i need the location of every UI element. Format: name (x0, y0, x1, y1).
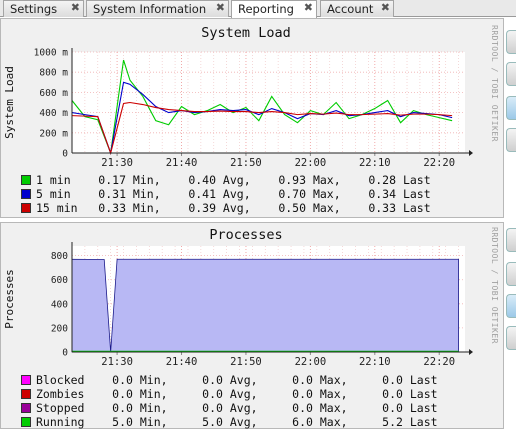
system-load-panel: System Load RRDTOOL / TOBI OETIKER 0 200 … (0, 18, 504, 218)
y-tick-label: 800 (51, 251, 68, 262)
side-button[interactable] (506, 228, 516, 252)
legend-text: Zombies 0.0 Min, 0.0 Avg, 0.0 Max, 0.0 L… (36, 387, 438, 401)
y-tick-label: 400 (51, 299, 68, 310)
side-button[interactable] (506, 262, 516, 286)
y-tick-label: 200 m (39, 128, 68, 139)
y-tick-label: 200 (51, 323, 68, 334)
chart-title: Processes (209, 227, 283, 243)
close-icon[interactable]: ✖ (215, 1, 225, 14)
tab-reporting[interactable]: Reporting ✖ (231, 0, 317, 18)
legend-swatch (21, 175, 31, 185)
y-axis-title: System Load (3, 66, 16, 139)
tab-account[interactable]: Account ✖ (320, 0, 394, 17)
x-tick-label: 22:00 (295, 157, 327, 169)
legend-text: 15 min 0.33 Min, 0.39 Avg, 0.50 Max, 0.3… (36, 201, 431, 215)
legend-swatch (21, 375, 31, 385)
close-icon[interactable]: ✖ (303, 1, 313, 14)
legend-swatch (21, 203, 31, 213)
y-tick-label: 800 m (39, 68, 68, 79)
axis-arrow (469, 150, 473, 156)
tab-system-information[interactable]: System Information ✖ (86, 0, 229, 17)
x-tick-label: 21:30 (101, 157, 133, 169)
legend-swatch (21, 417, 31, 427)
close-icon[interactable]: ✖ (380, 1, 390, 14)
tab-bar: Settings ✖ System Information ✖ Reportin… (0, 0, 516, 18)
tab-settings[interactable]: Settings ✖ (3, 0, 84, 17)
y-tick-label: 0 (62, 348, 68, 359)
system-load-chart: 0 200 m 400 m 600 m 800 m 1000 m 21:30 21:40 21:… (3, 48, 473, 169)
legend-text: Stopped 0.0 Min, 0.0 Avg, 0.0 Max, 0.0 L… (36, 401, 438, 415)
tab-label: System Information (93, 2, 207, 16)
y-tick-label: 1000 m (34, 48, 69, 59)
x-tick-label: 21:50 (230, 157, 262, 169)
y-tick-label: 0 (62, 149, 68, 160)
x-tick-label: 21:50 (230, 356, 262, 368)
legend-swatch (21, 189, 31, 199)
processes-panel: Processes RRDTOOL / TOBI OETIKER 0 200 400… (0, 222, 504, 429)
axis-arrow (469, 349, 473, 355)
x-tick-label: 22:10 (359, 356, 391, 368)
x-tick-label: 22:10 (359, 157, 391, 169)
legend-swatch (21, 403, 31, 413)
series-line (71, 81, 453, 156)
series-line (71, 101, 453, 155)
y-axis-title: Processes (3, 269, 16, 329)
side-button[interactable] (506, 128, 516, 152)
y-tick-label: 600 m (39, 88, 68, 99)
x-tick-label: 21:40 (166, 356, 198, 368)
tab-label: Account (327, 2, 374, 16)
side-button[interactable] (506, 30, 516, 54)
chart-title: System Load (201, 25, 291, 41)
x-tick-label: 22:20 (423, 157, 455, 169)
x-tick-label: 21:30 (101, 356, 133, 368)
rrdtool-watermark: RRDTOOL / TOBI OETIKER (490, 227, 499, 344)
tab-label: Settings (10, 2, 58, 16)
side-button[interactable] (506, 96, 516, 120)
series-line (71, 59, 453, 156)
tab-label: Reporting (238, 2, 294, 16)
legend-text: 1 min 0.17 Min, 0.40 Avg, 0.93 Max, 0.28… (36, 173, 431, 187)
close-icon[interactable]: ✖ (70, 1, 80, 14)
y-tick-label: 600 (51, 275, 68, 286)
x-tick-label: 21:40 (166, 157, 198, 169)
x-tick-label: 22:20 (423, 356, 455, 368)
side-button[interactable] (506, 326, 516, 350)
processes-chart: 0 200 400 600 800 21:30 21:40 21:50 22:00 22:10 22… (3, 242, 473, 368)
legend-text: Blocked 0.0 Min, 0.0 Avg, 0.0 Max, 0.0 L… (36, 373, 438, 387)
legend-text: Running 5.0 Min, 5.0 Avg, 6.0 Max, 5.2 L… (36, 415, 438, 429)
legend-text: 5 min 0.31 Min, 0.41 Avg, 0.70 Max, 0.34… (36, 187, 431, 201)
x-tick-label: 22:00 (295, 356, 327, 368)
series-area (71, 258, 459, 353)
rrdtool-watermark: RRDTOOL / TOBI OETIKER (490, 25, 499, 142)
side-button[interactable] (506, 62, 516, 86)
side-button[interactable] (506, 294, 516, 318)
legend-swatch (21, 389, 31, 399)
y-tick-label: 400 m (39, 108, 68, 119)
